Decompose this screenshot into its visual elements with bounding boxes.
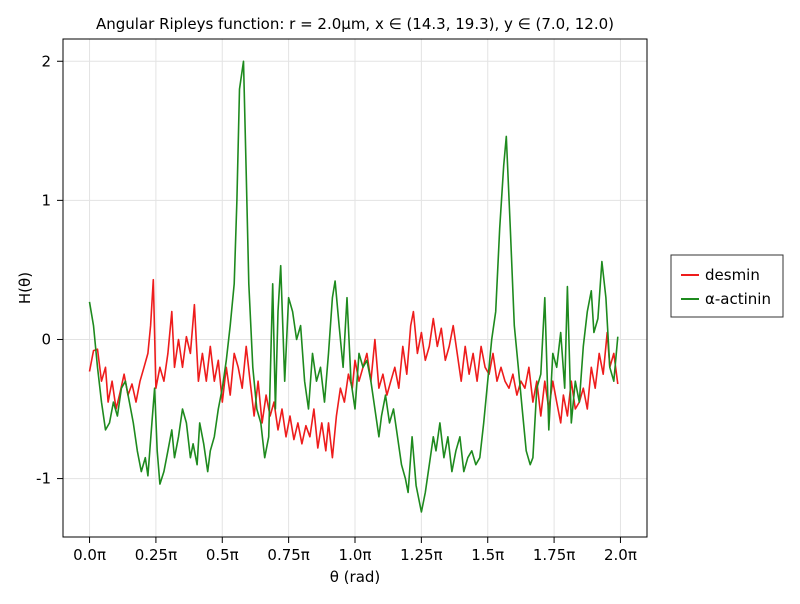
y-axis-title: H(θ): [16, 272, 34, 304]
x-tick-label: 0.0π: [73, 546, 106, 564]
axis-ticks: 0.0π 0.25π 0.5π 0.75π 1.0π 1.25π 1.5π 1.75π 2.0π…: [36, 52, 637, 564]
y-tick-label: -1: [36, 470, 51, 488]
x-tick-label: 2.0π: [604, 546, 637, 564]
legend-box: [670, 254, 784, 318]
x-tick-label: 0.25π: [135, 546, 177, 564]
y-tick-label: 0: [41, 330, 51, 348]
legend-label-desmin: desmin: [705, 266, 760, 284]
chart-title: Angular Ripleys function: r = 2.0µm, x ∈…: [96, 15, 614, 33]
y-tick-label: 1: [41, 191, 51, 209]
x-tick-label: 0.5π: [206, 546, 239, 564]
legend: desmin α-actinin: [670, 254, 784, 318]
x-tick-label: 1.5π: [471, 546, 504, 564]
x-axis-title: θ (rad): [330, 568, 381, 586]
x-tick-label: 0.75π: [267, 546, 309, 564]
series-line-desmin: [88, 278, 619, 459]
series-line-actinin: [88, 60, 619, 513]
y-tick-label: 2: [41, 52, 51, 70]
legend-label-actinin: α-actinin: [705, 290, 771, 308]
x-tick-label: 1.75π: [533, 546, 575, 564]
x-tick-label: 1.25π: [400, 546, 442, 564]
x-tick-label: 1.0π: [339, 546, 372, 564]
series-layer: [88, 60, 619, 513]
grid-lines: [63, 39, 647, 537]
